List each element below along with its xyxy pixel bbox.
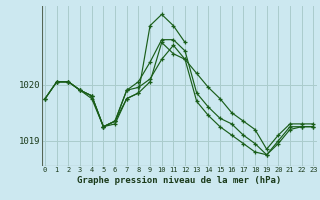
X-axis label: Graphe pression niveau de la mer (hPa): Graphe pression niveau de la mer (hPa)	[77, 176, 281, 185]
